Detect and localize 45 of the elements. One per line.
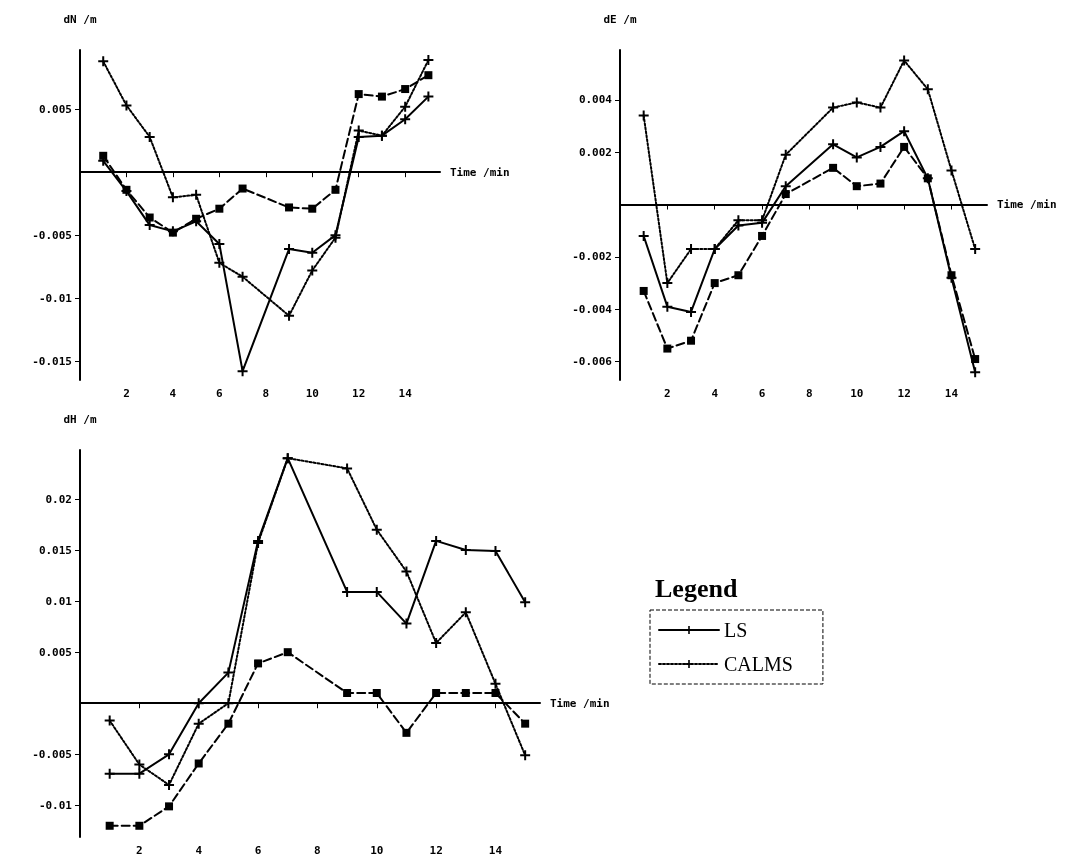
x-tick-label: 2 xyxy=(123,387,130,400)
x-tick-label: 4 xyxy=(195,844,203,857)
x-tick-label: 6 xyxy=(216,387,224,400)
x-axis-title: Time /min xyxy=(997,198,1057,212)
x-tick-label: 8 xyxy=(314,844,321,857)
x-tick-label: 14 xyxy=(398,387,413,400)
y-tick-label: 0.005 xyxy=(38,645,72,659)
legend-title: Legend xyxy=(655,573,738,603)
x-tick-label: 10 xyxy=(850,387,864,400)
x-tick-label: 2 xyxy=(664,387,671,400)
y-tick-label: 0.01 xyxy=(45,594,73,608)
y-tick-label: -0.002 xyxy=(572,250,612,264)
x-tick-label: 8 xyxy=(806,387,813,400)
y-tick-label: 0.004 xyxy=(578,93,613,107)
x-tick-label: 12 xyxy=(429,844,443,857)
x-tick-label: 8 xyxy=(262,387,270,400)
y-tick-label: -0.01 xyxy=(38,291,73,305)
x-tick-label: 4 xyxy=(711,387,719,400)
y-axis-title: dE /m xyxy=(603,13,637,26)
y-tick-label: -0.006 xyxy=(572,355,613,369)
y-tick-label: 0.02 xyxy=(45,492,72,506)
x-axis-title: Time /min xyxy=(550,696,610,710)
x-tick-label: 6 xyxy=(254,844,262,857)
y-tick-label: -0.015 xyxy=(32,354,72,368)
y-tick-label: 0.015 xyxy=(38,543,72,557)
y-tick-label: -0.004 xyxy=(572,302,613,316)
y-tick-label: -0.005 xyxy=(32,747,72,761)
x-tick-label: 4 xyxy=(169,387,177,400)
x-axis-title: Time /min xyxy=(450,165,510,179)
x-tick-label: 12 xyxy=(897,387,911,400)
legend-label: LS xyxy=(724,619,748,641)
x-tick-label: 2 xyxy=(136,844,143,857)
y-tick-label: -0.01 xyxy=(38,798,73,812)
y-tick-label: 0.005 xyxy=(38,102,72,116)
x-tick-label: 12 xyxy=(352,387,366,400)
y-tick-label: -0.005 xyxy=(32,228,72,242)
y-axis-title: dH /m xyxy=(63,413,97,426)
y-tick-label: 0.002 xyxy=(578,145,612,159)
x-tick-label: 14 xyxy=(488,844,503,857)
x-tick-label: 10 xyxy=(370,844,384,857)
legend-label: CALMS xyxy=(724,653,793,675)
x-tick-label: 14 xyxy=(944,387,959,400)
y-axis-title: dN /m xyxy=(63,13,97,26)
x-tick-label: 6 xyxy=(758,387,766,400)
x-tick-label: 10 xyxy=(305,387,319,400)
